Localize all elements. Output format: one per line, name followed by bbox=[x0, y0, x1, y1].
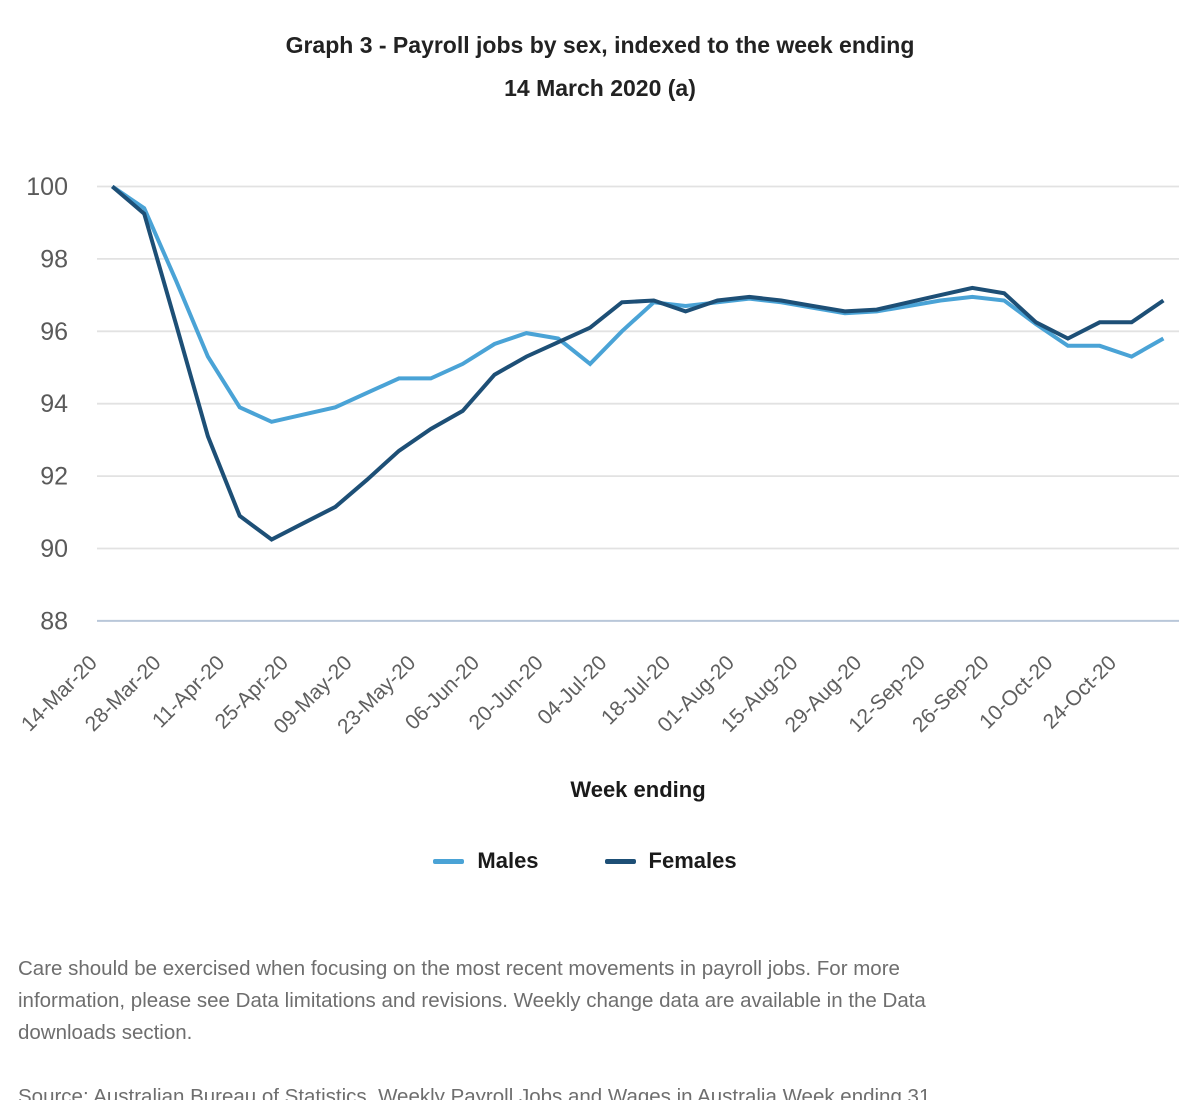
footer-note: Care should be exercised when focusing o… bbox=[18, 957, 926, 1044]
footer: Care should be exercised when focusing o… bbox=[18, 921, 1138, 1100]
legend-item-females: Females bbox=[604, 848, 737, 874]
y-tick-label-92: 92 bbox=[40, 463, 68, 491]
chart-title: Graph 3 - Payroll jobs by sex, indexed t… bbox=[0, 24, 1200, 110]
females-legend-swatch-icon bbox=[604, 858, 636, 864]
females-line bbox=[111, 184, 1165, 542]
y-tick-label-98: 98 bbox=[40, 245, 68, 273]
payroll-jobs-line-chart: 10098969492908814-Mar-2028-Mar-2011-Apr-… bbox=[17, 173, 1179, 739]
y-tick-label-88: 88 bbox=[40, 607, 68, 635]
y-tick-label-96: 96 bbox=[40, 318, 68, 346]
chart-title-line2: 14 March 2020 (a) bbox=[504, 75, 696, 101]
males-line bbox=[111, 184, 1165, 424]
males-legend-swatch-icon bbox=[433, 858, 465, 864]
legend-item-males: Males bbox=[433, 848, 539, 874]
x-axis-title: Week ending bbox=[570, 777, 706, 802]
x-tick-label-04-Jul-20: 04-Jul-20 bbox=[533, 651, 611, 729]
y-tick-label-94: 94 bbox=[40, 390, 68, 418]
chart-title-line1: Graph 3 - Payroll jobs by sex, indexed t… bbox=[285, 32, 915, 58]
y-tick-label-100: 100 bbox=[26, 173, 68, 201]
males-legend-label: Males bbox=[477, 848, 539, 873]
females-legend-label: Females bbox=[648, 848, 737, 873]
footer-source: Source: Australian Bureau of Statistics,… bbox=[18, 1085, 931, 1100]
chart-legend: Males Females bbox=[0, 848, 1170, 874]
y-tick-label-90: 90 bbox=[40, 535, 68, 563]
